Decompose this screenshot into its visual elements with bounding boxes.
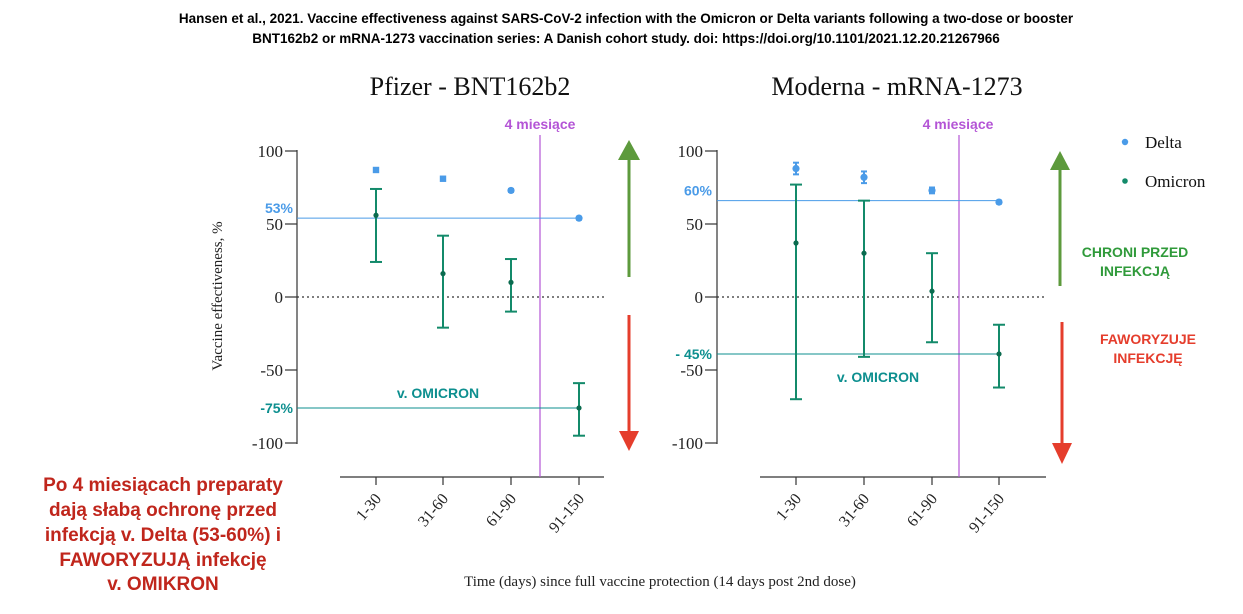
citation-line-2: BNT162b2 or mRNA-1273 vaccination series… xyxy=(252,31,1000,46)
moderna-y-tick-label: 50 xyxy=(686,215,703,234)
pfizer-4-months-label: 4 miesiące xyxy=(505,116,576,132)
moderna-delta-ref-label: 60% xyxy=(684,183,713,199)
moderna-x-tick-label: 91-150 xyxy=(966,491,1008,537)
legend-delta-label: Delta xyxy=(1145,133,1182,152)
pfizer-omicron-point xyxy=(440,271,446,277)
moderna-x-tick-label: 1-30 xyxy=(773,491,805,524)
moderna-y-tick-label: -100 xyxy=(672,434,703,453)
pfizer-panel: 100 50 0 -50 -100 1-30 31-60 61-90 91-150 53% -75%… xyxy=(252,135,604,536)
moderna-y-tick-label: -50 xyxy=(680,361,703,380)
pfizer-x-tick-label: 91-150 xyxy=(546,491,588,537)
pfizer-y-tick-label: 50 xyxy=(266,215,283,234)
moderna-harm-arrow xyxy=(1052,322,1072,464)
x-axis-label: Time (days) since full vaccine protectio… xyxy=(464,574,856,590)
protect-label-line-2: INFEKCJĄ xyxy=(1100,263,1170,279)
note-line-3: infekcją v. Delta (53-60%) i xyxy=(45,525,281,546)
moderna-omicron-ref-label: - 45% xyxy=(675,346,712,362)
pfizer-title: Pfizer - BNT162b2 xyxy=(370,72,571,101)
pfizer-x-tick-label: 61-90 xyxy=(483,491,520,531)
pfizer-y-tick-label: 100 xyxy=(258,142,284,161)
legend-omicron-marker xyxy=(1122,178,1128,184)
pfizer-x-tick-label: 1-30 xyxy=(353,491,385,524)
moderna-delta-point xyxy=(792,164,800,173)
note-line-5: v. OMIKRON xyxy=(107,574,219,595)
moderna-4-months-label: 4 miesiące xyxy=(923,116,994,132)
moderna-x-tick-label: 31-60 xyxy=(836,491,873,531)
legend-delta-marker xyxy=(1121,138,1129,146)
moderna-panel: 100 50 0 -50 -100 1-30 31-60 61-90 91-150 60% - 45… xyxy=(672,135,1046,536)
moderna-omicron-text: v. OMICRON xyxy=(837,369,919,385)
moderna-omicron-point xyxy=(929,288,935,294)
protect-label-line-1: CHRONI PRZED xyxy=(1082,244,1189,260)
moderna-delta-point xyxy=(860,173,868,181)
pfizer-delta-point xyxy=(575,214,583,222)
note-line-1: Po 4 miesiącach preparaty xyxy=(43,475,283,496)
pfizer-y-tick-label: -100 xyxy=(252,434,283,453)
pfizer-delta-point xyxy=(507,186,515,195)
y-axis-label: Vaccine effectiveness, % xyxy=(210,221,226,370)
legend: Delta Omicron xyxy=(1121,133,1206,191)
pfizer-delta-ref-label: 53% xyxy=(265,200,294,216)
moderna-omicron-point xyxy=(793,240,799,246)
note-line-2: dają słabą ochronę przed xyxy=(49,500,277,521)
pfizer-omicron-point xyxy=(508,279,514,285)
pfizer-delta-point xyxy=(439,175,447,182)
pfizer-omicron-point xyxy=(373,212,379,218)
moderna-delta-point xyxy=(995,198,1003,206)
harm-label-line-2: INFEKCJĘ xyxy=(1113,350,1182,366)
moderna-title: Moderna - mRNA-1273 xyxy=(771,72,1022,101)
moderna-y-tick-label: 100 xyxy=(678,142,704,161)
pfizer-harm-arrow xyxy=(619,315,639,451)
pfizer-y-tick-label: 0 xyxy=(275,288,284,307)
moderna-protect-arrow xyxy=(1050,151,1070,286)
pfizer-omicron-point xyxy=(576,405,582,411)
pfizer-protect-arrow xyxy=(618,140,640,277)
harm-label-line-1: FAWORYZUJE xyxy=(1100,331,1196,347)
pfizer-omicron-ref-label: -75% xyxy=(260,400,293,416)
pfizer-omicron-text: v. OMICRON xyxy=(397,385,479,401)
citation-line-1: Hansen et al., 2021. Vaccine effectivene… xyxy=(179,11,1074,26)
moderna-y-tick-label: 0 xyxy=(695,288,704,307)
legend-omicron-label: Omicron xyxy=(1145,172,1206,191)
pfizer-delta-point xyxy=(372,166,380,174)
note-line-4: FAWORYZUJĄ infekcję xyxy=(59,550,266,571)
moderna-omicron-point xyxy=(861,250,867,256)
moderna-omicron-point xyxy=(996,351,1002,357)
pfizer-y-tick-label: -50 xyxy=(260,361,283,380)
moderna-delta-point xyxy=(928,186,936,195)
moderna-x-tick-label: 61-90 xyxy=(904,491,941,531)
pfizer-x-tick-label: 31-60 xyxy=(415,491,452,531)
